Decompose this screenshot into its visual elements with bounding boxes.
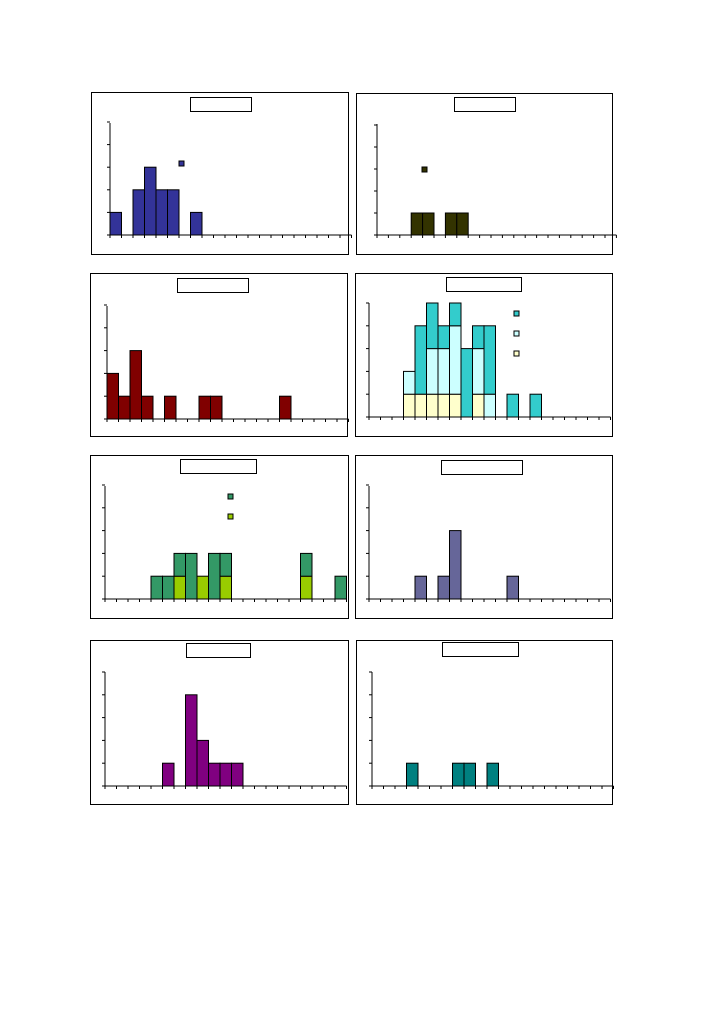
bar-series-1 [449, 393, 462, 418]
legend-swatch [513, 310, 520, 317]
bar-series-2 [185, 552, 198, 600]
bar-series-1 [164, 395, 177, 420]
bar-series-1 [422, 212, 435, 236]
bar-series-2 [426, 348, 439, 395]
bar-series-1 [162, 762, 175, 787]
bar-series-1 [472, 393, 485, 418]
histogram-panel-1 [91, 92, 352, 255]
chart-plot [107, 121, 352, 238]
bar-series-1 [155, 189, 168, 236]
histogram-panel-7 [90, 640, 349, 805]
legend-swatch [513, 330, 520, 337]
chart-title-box [190, 97, 252, 112]
legend-swatch [421, 166, 428, 173]
bar-series-1 [219, 575, 232, 600]
bar-series-2 [483, 393, 496, 418]
bar-series-1 [190, 211, 203, 236]
bar-series-1 [129, 350, 142, 420]
bar-series-1 [196, 739, 209, 787]
bar-series-3 [472, 325, 485, 350]
bar-series-3 [483, 325, 496, 395]
bar-series-1 [449, 530, 462, 600]
legend-swatch [513, 350, 520, 357]
chart-plot [374, 124, 617, 238]
bar-series-1 [506, 575, 519, 600]
bar-series-1 [196, 575, 209, 600]
bar-series-1 [109, 211, 122, 236]
legend-swatch [178, 160, 185, 167]
bar-series-1 [132, 189, 145, 236]
bar-series-1 [144, 166, 157, 236]
bar-series-1 [437, 393, 450, 418]
bar-series-3 [414, 325, 427, 395]
bar-series-2 [173, 552, 186, 577]
bar-series-1 [231, 762, 244, 787]
bar-series-1 [403, 393, 416, 418]
bar-series-2 [437, 348, 450, 395]
bar-series-1 [414, 575, 427, 600]
bar-series-1 [444, 212, 458, 236]
bar-series-3 [426, 302, 439, 350]
bar-series-1 [463, 762, 476, 787]
bar-series-1 [279, 395, 292, 420]
legend-swatch [227, 493, 234, 500]
bar-series-2 [403, 370, 416, 395]
bar-series-3 [437, 325, 450, 350]
chart-plot [366, 484, 611, 602]
bar-series-1 [185, 694, 198, 787]
chart-title-box [177, 278, 249, 293]
bar-series-1 [414, 393, 427, 418]
bar-series-2 [150, 575, 163, 600]
histogram-panel-8 [356, 640, 614, 805]
bar-series-3 [529, 393, 542, 418]
histogram-panel-4 [355, 273, 613, 437]
chart-plot [369, 671, 614, 789]
bar-series-2 [472, 348, 485, 395]
bar-series-1 [106, 372, 119, 420]
histogram-panel-6 [355, 455, 613, 619]
chart-title-box [446, 277, 522, 292]
histogram-panel-3 [90, 273, 349, 437]
bar-series-1 [426, 393, 439, 418]
bar-series-1 [141, 395, 154, 420]
bar-series-3 [460, 348, 473, 418]
bar-series-1 [300, 575, 313, 600]
bar-series-1 [167, 189, 180, 236]
bar-series-1 [437, 575, 450, 600]
chart-plot [102, 484, 347, 602]
chart-title-box [441, 460, 523, 475]
bar-series-2 [162, 575, 175, 600]
bar-series-1 [219, 762, 232, 787]
chart-plot [102, 671, 347, 789]
bar-series-1 [410, 212, 424, 236]
legend-swatch [227, 513, 234, 520]
bar-series-1 [406, 762, 419, 787]
bar-series-2 [449, 325, 462, 395]
chart-plot [104, 304, 349, 422]
chart-title-box [186, 643, 251, 658]
chart-title-box [180, 459, 257, 474]
bar-series-1 [118, 395, 131, 420]
bar-series-1 [208, 762, 221, 787]
chart-title-box [454, 97, 516, 112]
bar-series-2 [208, 552, 221, 600]
bar-series-2 [300, 552, 313, 577]
chart-plot [366, 302, 611, 420]
bar-series-3 [449, 302, 462, 327]
bar-series-1 [452, 762, 465, 787]
bar-series-1 [173, 575, 186, 600]
bar-series-3 [506, 393, 519, 418]
histogram-panel-2 [356, 93, 617, 255]
chart-title-box [442, 642, 519, 657]
bar-series-1 [486, 762, 499, 787]
bar-series-2 [219, 552, 232, 577]
bar-series-1 [210, 395, 223, 420]
bar-series-2 [334, 575, 347, 600]
histogram-panel-5 [90, 455, 349, 619]
bar-series-1 [198, 395, 211, 420]
bar-series-1 [456, 212, 469, 236]
